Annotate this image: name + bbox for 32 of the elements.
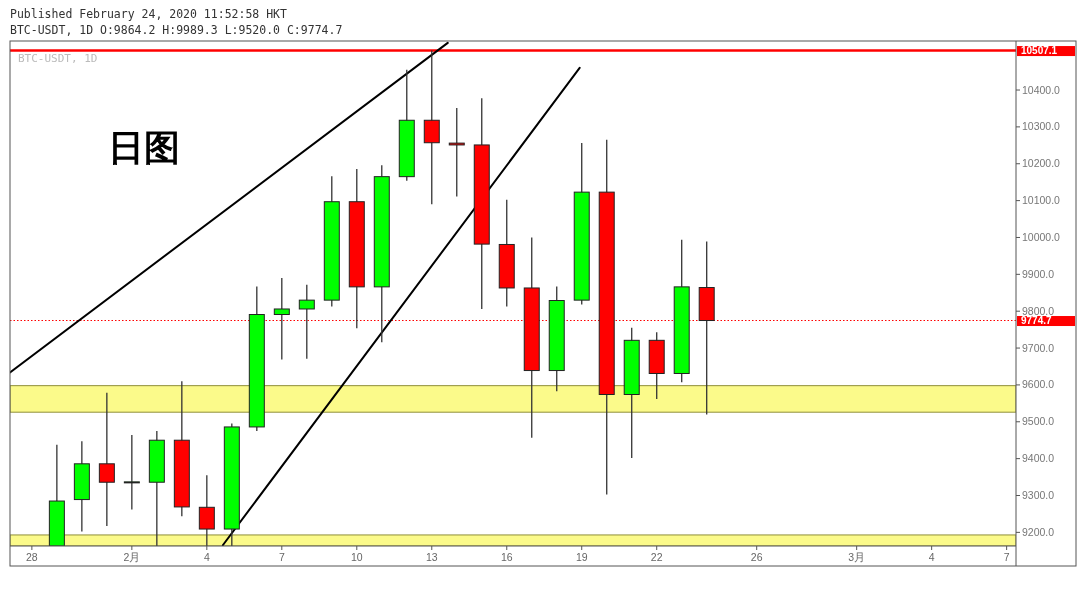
y-tick-label: 10300.0 — [1022, 120, 1061, 133]
y-tick-label: 10200.0 — [1022, 157, 1061, 170]
x-tick-label: 10 — [350, 551, 363, 563]
y-tick-label: 9900.0 — [1022, 267, 1055, 280]
chart-subtitle: BTC-USDT, 1D O:9864.2 H:9989.3 L:9520.0 C:9774.7 — [10, 23, 343, 37]
x-tick-label: 2月 — [123, 551, 141, 563]
y-tick-label: 10000.0 — [1022, 230, 1061, 243]
y-tick-label: 9300.0 — [1022, 489, 1055, 501]
x-tick-label: 26 — [750, 551, 763, 563]
x-tick-label: 3月 — [848, 551, 866, 563]
x-tick-label: 4 — [203, 551, 210, 563]
text: 日图 — [108, 127, 180, 168]
y-tick-label: 9700.0 — [1022, 341, 1055, 354]
y-tick-label: 9600.0 — [1022, 378, 1055, 391]
ref-line-label: 9774.7 — [1021, 315, 1053, 327]
x-tick-label: 19 — [575, 551, 588, 563]
y-tick-label: 10100.0 — [1022, 194, 1061, 207]
x-tick-label: 13 — [425, 551, 438, 563]
y-tick-label: 9200.0 — [1022, 525, 1055, 538]
ref-line-label: 10507.1 — [1021, 45, 1058, 57]
text: Published February 24, 2020 11:52:58 HKT — [10, 7, 288, 21]
x-tick-label: 7 — [278, 551, 285, 563]
x-tick-label: 16 — [500, 551, 513, 563]
y-tick-label: 9400.0 — [1022, 452, 1055, 465]
x-tick-label: 4 — [928, 551, 935, 563]
y-tick-label: 9500.0 — [1022, 415, 1055, 428]
y-tick-label: 10400.0 — [1022, 83, 1061, 96]
x-tick-label: 28 — [26, 551, 38, 563]
x-tick-label: 22 — [650, 551, 663, 563]
annotation: BTC-USDT, 1D — [18, 52, 98, 65]
x-tick-label: 7 — [1003, 551, 1010, 563]
y-tick-label: 9800.0 — [1022, 304, 1055, 317]
